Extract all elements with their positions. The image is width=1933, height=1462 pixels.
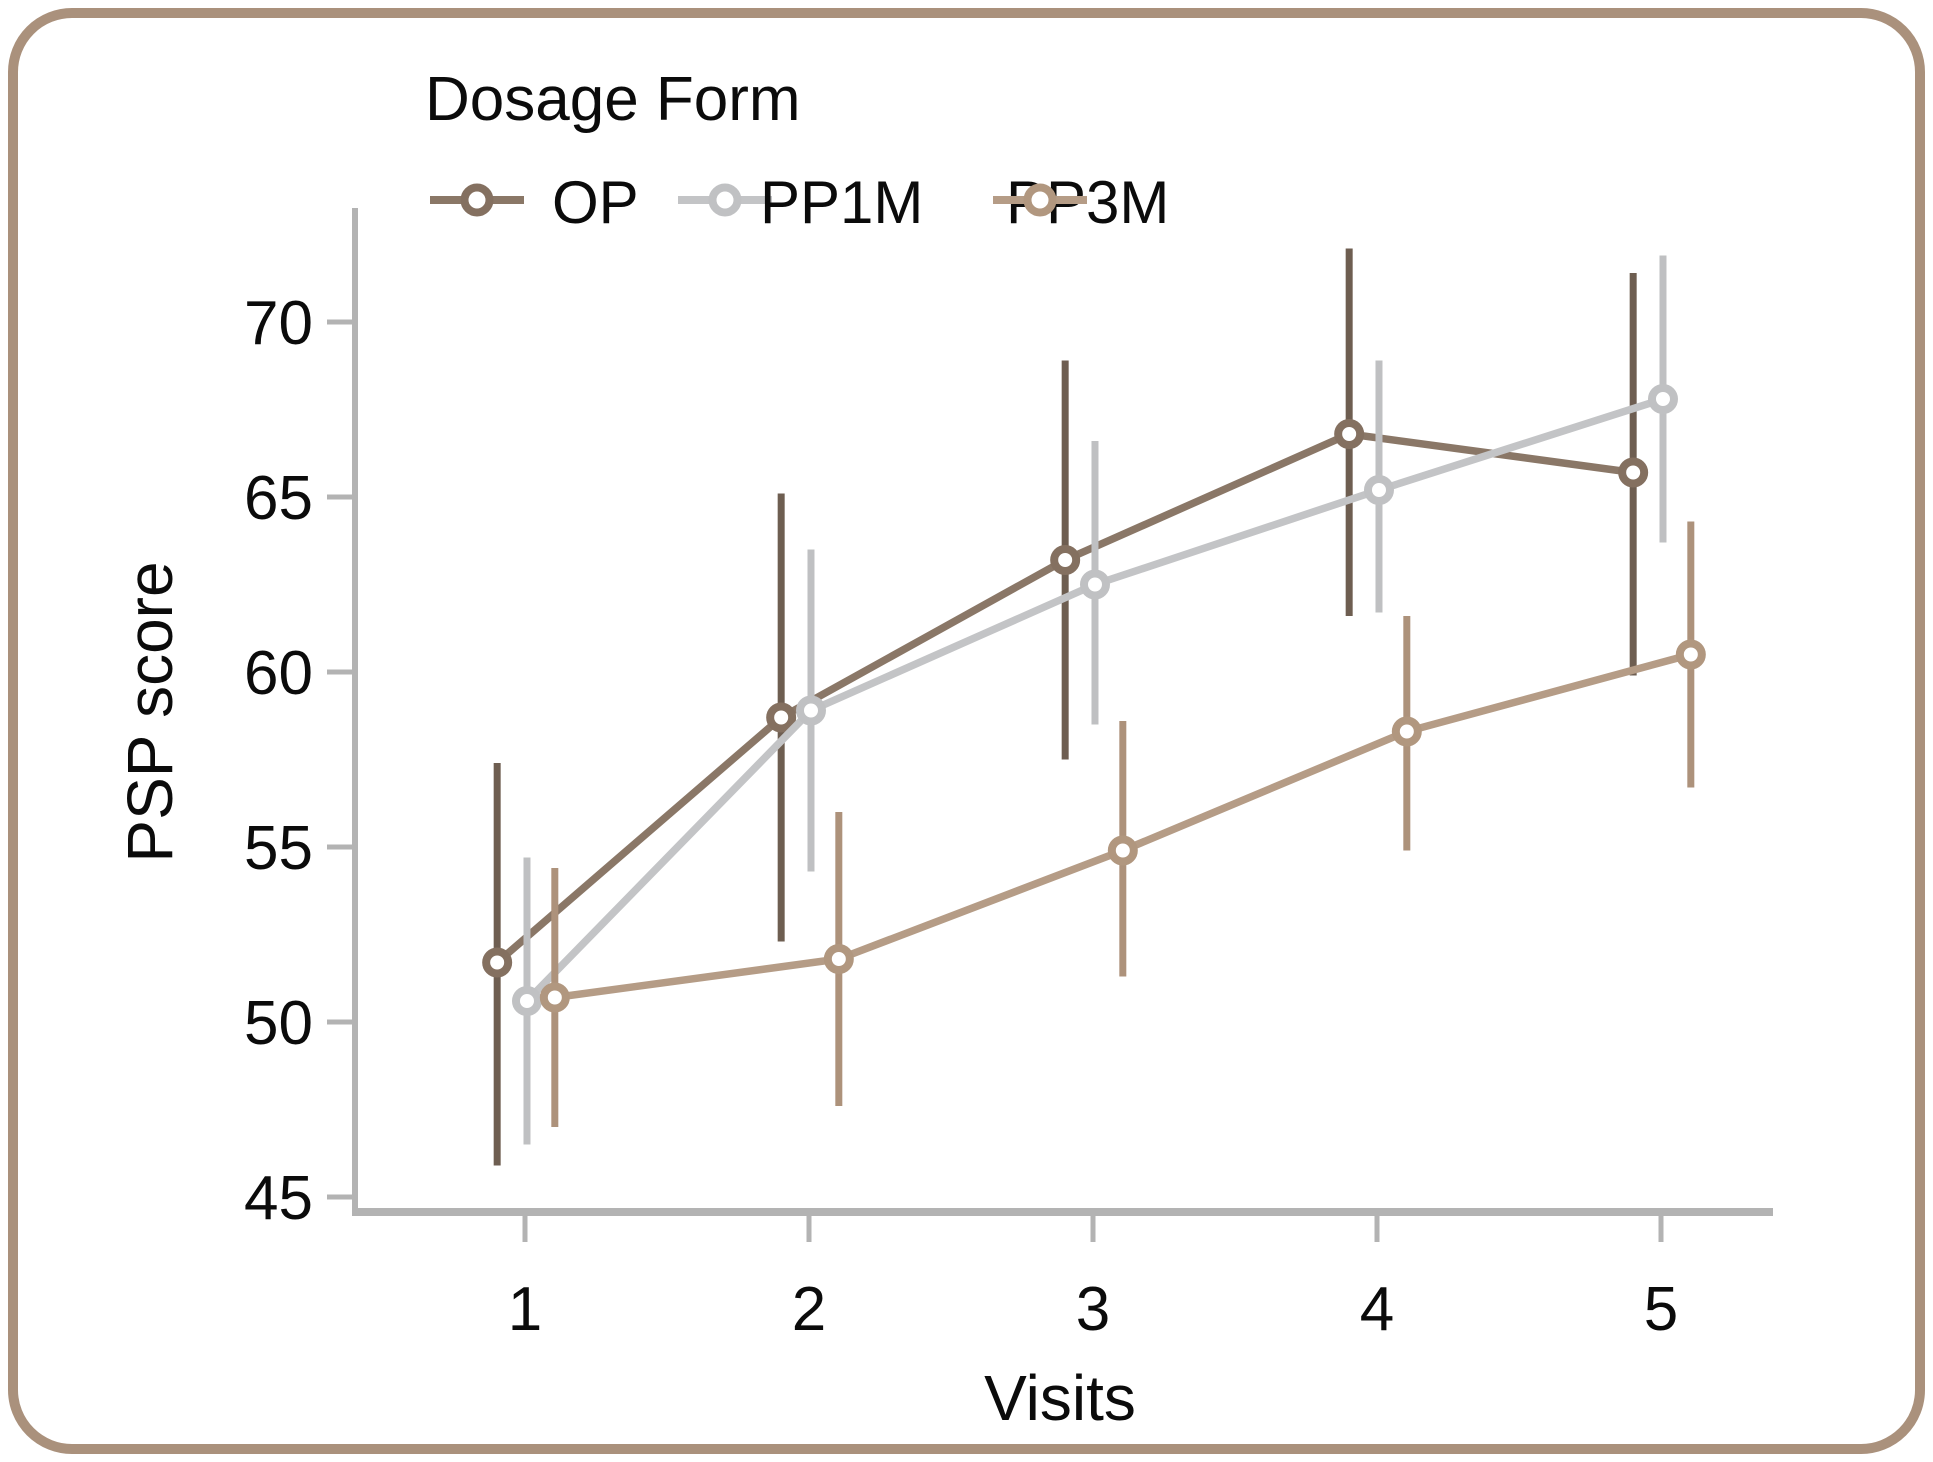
data-point (823, 944, 854, 974)
x-tick-label: 1 (508, 1275, 542, 1344)
data-point (1391, 716, 1422, 747)
y-tick-label: 60 (244, 639, 313, 708)
x-axis: 1 2 3 4 5 (352, 1208, 1773, 1344)
legend-swatch-marker (460, 183, 494, 217)
data-point (482, 947, 513, 978)
legend-swatch-marker (1023, 183, 1057, 217)
legend-entry-PP3M: PP3M (993, 169, 1169, 236)
legend-swatch-marker (708, 183, 742, 217)
series-layer (482, 248, 1706, 1166)
data-point (1334, 419, 1365, 449)
legend-title: Dosage Form (425, 65, 801, 134)
figure-frame (8, 8, 1925, 1454)
data-point (511, 986, 542, 1016)
y-axis-title: PSP score (114, 561, 186, 862)
y-tick-label: 70 (244, 289, 313, 358)
y-tick-label: 55 (244, 814, 313, 883)
series-PP1M (511, 255, 1678, 1145)
data-point (1363, 475, 1394, 505)
data-point (1050, 545, 1081, 575)
y-axis: 45 50 55 60 65 70 (244, 208, 358, 1233)
x-axis-title: Visits (984, 1362, 1136, 1434)
legend-label-PP1M: PP1M (760, 169, 923, 236)
series-PP3M (539, 521, 1706, 1127)
data-point (539, 982, 570, 1013)
y-tick-label: 65 (244, 464, 313, 533)
legend-label-OP: OP (552, 169, 639, 236)
data-point (1107, 835, 1138, 866)
legend-entry-OP: OP (430, 169, 639, 236)
data-point (1079, 569, 1110, 600)
x-tick-label: 3 (1076, 1275, 1110, 1344)
data-point (1618, 457, 1649, 488)
y-tick-label: 45 (244, 1164, 313, 1233)
x-tick-label: 2 (792, 1275, 826, 1344)
x-tick-label: 5 (1644, 1275, 1678, 1344)
legend: Dosage Form OP PP1M PP3M (425, 65, 1169, 236)
data-point (766, 702, 797, 733)
series-OP (482, 248, 1649, 1166)
data-point (795, 695, 826, 726)
x-tick-label: 4 (1360, 1275, 1394, 1344)
data-point (1647, 384, 1678, 414)
legend-entry-PP1M: PP1M (678, 169, 923, 236)
y-tick-label: 50 (244, 989, 313, 1058)
data-point (1675, 639, 1706, 670)
legend-entries: OP PP1M PP3M (430, 169, 1169, 236)
